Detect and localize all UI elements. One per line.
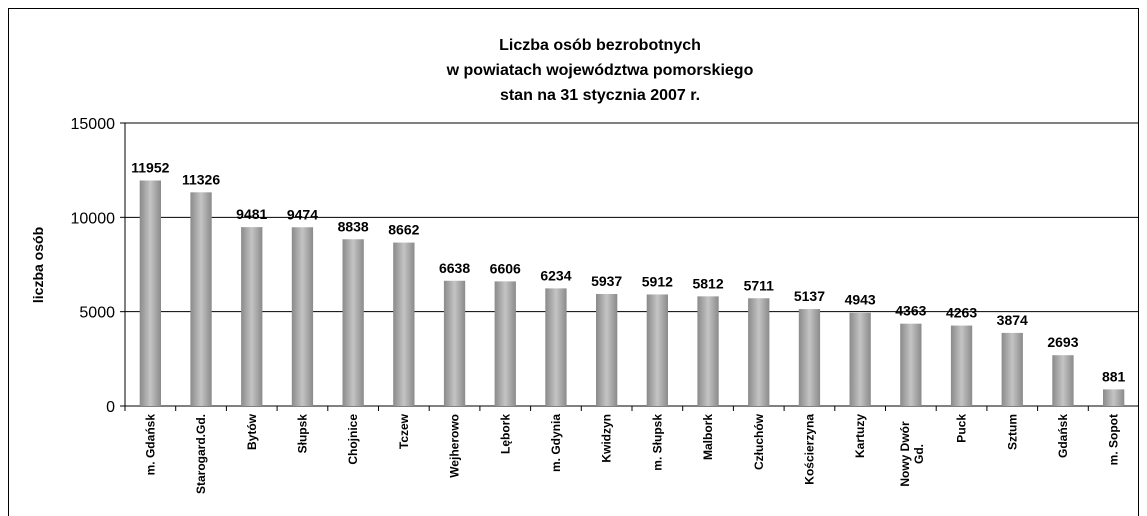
x-tick-label: Tczew	[397, 413, 411, 449]
x-tick-label: Bytów	[245, 413, 259, 450]
y-tick-label: 0	[106, 399, 115, 416]
x-tick-label: Kwidzyn	[600, 414, 614, 463]
x-tick-label: Starogard.Gd.	[194, 414, 208, 494]
data-label: 881	[1102, 368, 1126, 384]
bar	[1052, 355, 1074, 406]
data-label: 5711	[744, 277, 775, 293]
bar	[139, 180, 161, 406]
x-tick-label: Wejherowo	[448, 414, 462, 478]
y-tick-label: 10000	[71, 210, 116, 227]
data-label: 5937	[591, 273, 622, 289]
x-tick-label: m. Słupsk	[650, 414, 664, 471]
x-tick-label: m. Gdynia	[549, 414, 563, 472]
data-label: 8662	[388, 222, 419, 238]
data-label: 11326	[182, 171, 220, 187]
data-label: 2693	[1047, 334, 1078, 350]
x-tick-label: Puck	[955, 414, 969, 443]
x-tick-label: m. Gdańsk	[143, 414, 157, 476]
data-label: 5137	[794, 288, 825, 304]
bar	[443, 280, 466, 406]
x-tick-label: Kartuzy	[853, 414, 867, 458]
chart-title: stan na 31 stycznia 2007 r.	[500, 87, 700, 104]
data-label: 5812	[692, 275, 723, 291]
data-label: 6638	[439, 260, 470, 276]
data-label: 6606	[490, 260, 521, 276]
x-tick-label: Słupsk	[295, 414, 309, 454]
bar	[748, 298, 770, 406]
bar	[291, 227, 314, 406]
data-label: 9481	[236, 206, 267, 222]
data-label: 4943	[845, 292, 876, 308]
bar	[596, 293, 618, 406]
bar	[798, 309, 821, 406]
x-tick-label: Chojnice	[346, 414, 360, 465]
bar	[1103, 389, 1125, 406]
bar	[849, 312, 871, 406]
y-tick-label: 15000	[71, 116, 116, 133]
chart-title: Liczba osób bezrobotnych	[499, 37, 701, 54]
data-label: 3874	[997, 312, 1028, 328]
bar	[545, 288, 567, 406]
bar	[241, 227, 263, 406]
x-tick-label: Sztum	[1005, 414, 1019, 450]
data-label: 4263	[946, 305, 977, 321]
x-tick-label: Gdańsk	[1056, 414, 1070, 458]
x-tick-label: Malbork	[701, 414, 715, 460]
x-tick-label: m. Sopot	[1107, 414, 1121, 465]
x-tick-label: Człuchów	[752, 413, 766, 470]
x-tick-label: Lębork	[498, 414, 512, 454]
y-tick-label: 5000	[79, 305, 115, 322]
bar	[190, 192, 212, 406]
data-label: 8838	[338, 218, 369, 234]
bar	[900, 323, 922, 406]
bar	[1001, 332, 1023, 406]
x-tick-label: Nowy DwórGd.	[898, 421, 926, 487]
frame	[8, 8, 1139, 516]
bar	[646, 294, 668, 406]
chart-title: w powiatach województwa pomorskiego	[446, 62, 754, 79]
data-label: 11952	[131, 160, 169, 176]
y-axis-label: liczba osób	[30, 227, 46, 303]
data-label: 4363	[895, 303, 926, 319]
data-label: 9474	[287, 206, 318, 222]
x-tick-label: Kościerzyna	[802, 414, 816, 485]
bar	[494, 281, 516, 406]
data-label: 5912	[642, 273, 673, 289]
data-label: 6234	[540, 267, 571, 283]
bar	[697, 296, 719, 406]
bar	[342, 239, 364, 406]
bar	[950, 325, 973, 406]
bar	[393, 242, 415, 406]
